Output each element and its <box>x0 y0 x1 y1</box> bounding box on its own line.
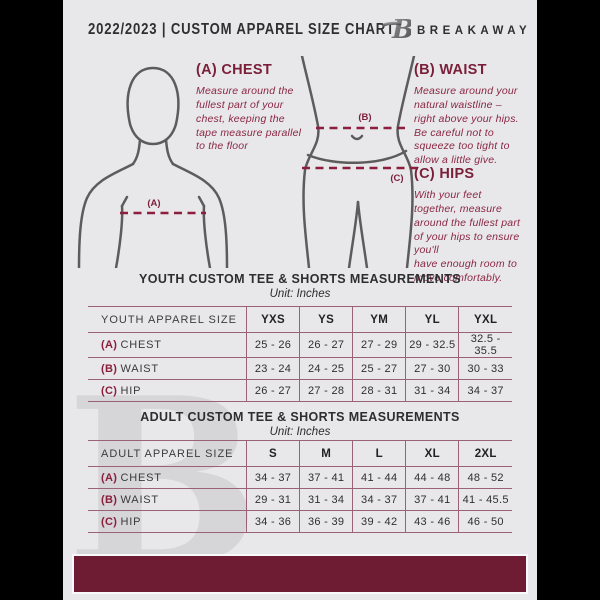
right-black-bar <box>537 0 600 600</box>
youth-waist-row: (B) WAIST 23 - 24 24 - 25 25 - 27 27 - 3… <box>88 357 512 380</box>
cell: 23 - 24 <box>245 357 300 380</box>
lower-body-diagram: (B) (C) <box>300 56 418 268</box>
chest-guide: (A) CHEST Measure around the fullest par… <box>196 62 364 154</box>
adult-waist-row: (B) WAIST 29 - 31 31 - 34 34 - 37 37 - 4… <box>88 488 512 511</box>
adult-col-header-5: 2XL <box>458 440 512 467</box>
row-label-cell: (A) CHEST <box>88 466 247 489</box>
row-label: WAIST <box>120 362 159 375</box>
cell: 28 - 31 <box>352 379 406 402</box>
cell: 44 - 48 <box>405 466 459 489</box>
cell: 24 - 25 <box>299 357 353 380</box>
youth-col-header-4: YL <box>405 306 459 333</box>
cell: 27 - 29 <box>352 332 406 358</box>
cell: 27 - 30 <box>405 357 459 380</box>
cell: 34 - 37 <box>458 379 512 402</box>
hips-guide-heading: (C) HIPS <box>414 166 475 182</box>
row-label: HIP <box>120 515 142 528</box>
footer-bar <box>72 554 528 594</box>
youth-size-table: YOUTH APPAREL SIZE YXS YS YM YL YXL (A) … <box>88 306 512 402</box>
cell: 34 - 37 <box>245 466 300 489</box>
cell: 25 - 26 <box>245 332 300 358</box>
cell: 43 - 46 <box>405 510 459 533</box>
adult-col-header-3: L <box>352 440 406 467</box>
cell: 31 - 34 <box>299 488 353 511</box>
youth-header-row: YOUTH APPAREL SIZE YXS YS YM YL YXL <box>88 306 512 333</box>
row-prefix: (C) <box>101 515 118 528</box>
youth-col-header-1: YXS <box>245 306 300 333</box>
hips-marker-label: (C) <box>390 173 403 184</box>
row-label-cell: (C) HIP <box>88 510 247 533</box>
cell: 29 - 32.5 <box>405 332 459 358</box>
youth-col-header-3: YM <box>352 306 406 333</box>
adult-unit-label: Unit: Inches <box>269 426 331 438</box>
cell: 30 - 33 <box>458 357 512 380</box>
page-title: 2022/2023 | CUSTOM APPAREL SIZE CHART <box>88 21 395 38</box>
row-prefix: (B) <box>101 362 118 375</box>
youth-chest-row: (A) CHEST 25 - 26 26 - 27 27 - 29 29 - 3… <box>88 332 512 358</box>
row-label: CHEST <box>120 339 162 351</box>
row-label-cell: (C) HIP <box>88 379 247 402</box>
waist-guide-text: Measure around your natural waistline – … <box>414 85 519 167</box>
cell: 32.5 - 35.5 <box>458 332 512 358</box>
row-prefix: (A) <box>101 339 118 351</box>
adult-col-header-1: S <box>245 440 300 467</box>
row-label-cell: (B) WAIST <box>88 488 247 511</box>
hips-guide: (C) HIPS With your feet together, measur… <box>414 166 542 286</box>
breakaway-b-logo-icon: B <box>383 15 411 45</box>
cell: 34 - 36 <box>245 510 300 533</box>
adult-hip-row: (C) HIP 34 - 36 36 - 39 39 - 42 43 - 46 … <box>88 510 512 533</box>
youth-section-title: YOUTH CUSTOM TEE & SHORTS MEASUREMENTS <box>139 272 461 286</box>
cell: 39 - 42 <box>352 510 406 533</box>
adult-chest-row: (A) CHEST 34 - 37 37 - 41 41 - 44 44 - 4… <box>88 466 512 489</box>
row-prefix: (A) <box>101 471 118 484</box>
cell: 29 - 31 <box>245 488 300 511</box>
cell: 37 - 41 <box>299 466 353 489</box>
waist-marker-label: (B) <box>358 112 371 123</box>
waist-guide-heading: (B) WAIST <box>414 62 487 78</box>
row-label: HIP <box>120 384 142 397</box>
cell: 41 - 45.5 <box>458 488 512 511</box>
cell: 46 - 50 <box>458 510 512 533</box>
youth-col-header-0: YOUTH APPAREL SIZE <box>88 306 247 333</box>
cell: 31 - 34 <box>405 379 459 402</box>
chest-marker-label: (A) <box>147 198 160 209</box>
brand-name: BREAKAWAY <box>417 25 532 37</box>
chest-guide-heading: (A) CHEST <box>196 62 272 78</box>
adult-size-table: ADULT APPAREL SIZE S M L XL 2XL (A) CHES… <box>88 440 512 533</box>
row-label-cell: (A) CHEST <box>88 332 247 358</box>
adult-header-row: ADULT APPAREL SIZE S M L XL 2XL <box>88 440 512 467</box>
adult-section-title: ADULT CUSTOM TEE & SHORTS MEASUREMENTS <box>140 410 460 424</box>
left-black-bar <box>0 0 63 600</box>
cell: 26 - 27 <box>299 332 353 358</box>
torso-diagram: (A) <box>77 66 229 268</box>
row-prefix: (B) <box>101 493 118 506</box>
hips-guide-text: With your feet together, measure around … <box>414 189 521 285</box>
cell: 48 - 52 <box>458 466 512 489</box>
adult-col-header-4: XL <box>405 440 459 467</box>
youth-hip-row: (C) HIP 26 - 27 27 - 28 28 - 31 31 - 34 … <box>88 379 512 402</box>
youth-unit-label: Unit: Inches <box>269 288 331 300</box>
youth-col-header-2: YS <box>299 306 353 333</box>
row-label: CHEST <box>120 471 162 484</box>
waist-guide: (B) WAIST Measure around your natural wa… <box>414 62 540 168</box>
chest-guide-text: Measure around the fullest part of your … <box>196 85 302 153</box>
cell: 27 - 28 <box>299 379 353 402</box>
adult-col-header-0: ADULT APPAREL SIZE <box>88 440 247 467</box>
cell: 37 - 41 <box>405 488 459 511</box>
cell: 36 - 39 <box>299 510 353 533</box>
cell: 25 - 27 <box>352 357 406 380</box>
cell: 34 - 37 <box>352 488 406 511</box>
cell: 26 - 27 <box>245 379 300 402</box>
youth-col-header-5: YXL <box>458 306 512 333</box>
cell: 41 - 44 <box>352 466 406 489</box>
row-prefix: (C) <box>101 384 118 397</box>
row-label: WAIST <box>120 493 159 506</box>
adult-col-header-2: M <box>299 440 353 467</box>
row-label-cell: (B) WAIST <box>88 357 247 380</box>
